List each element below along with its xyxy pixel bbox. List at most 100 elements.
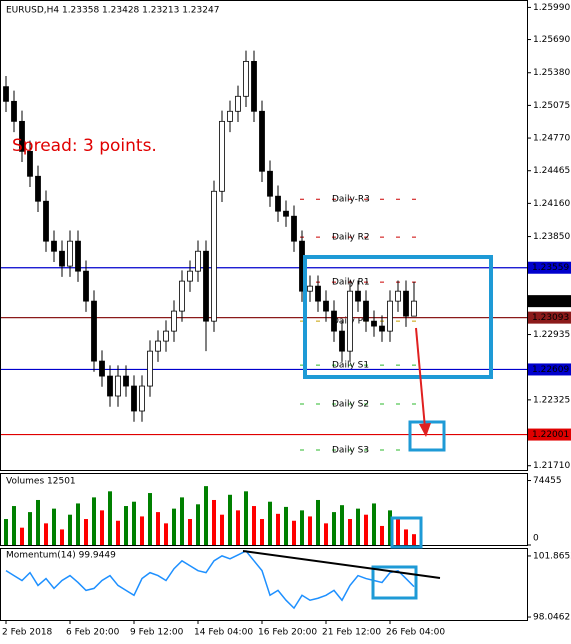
candle-body [3, 86, 9, 102]
x-tick-label: 14 Feb 04:00 [194, 628, 253, 638]
spread-annotation: Spread: 3 points. [12, 136, 157, 156]
candle-body [91, 300, 97, 362]
candle-body [275, 195, 281, 212]
candle-body [283, 210, 289, 217]
candle-body [347, 290, 353, 352]
level-label: 1.23559 [532, 263, 569, 273]
y-tick-label: 1.23850 [533, 232, 570, 242]
candle-body [307, 285, 313, 292]
price-label: 1.23247 [532, 297, 569, 307]
y-tick-label: 1.24160 [533, 199, 570, 209]
candle-body [171, 310, 177, 332]
y-tick-label: 1.25990 [533, 3, 570, 13]
candle-body [227, 110, 233, 122]
level-tag [528, 261, 571, 274]
candle-body [19, 120, 25, 152]
candle-body [99, 360, 105, 377]
x-tick-label: 16 Feb 20:00 [258, 628, 317, 638]
level-label: 1.23093 [532, 313, 569, 323]
target-box [408, 420, 446, 452]
candle-body [163, 330, 169, 342]
momentum-box [371, 565, 418, 600]
candle-body [131, 385, 137, 412]
candle-body [107, 375, 113, 397]
price-pane [0, 0, 528, 471]
candle-body [115, 375, 121, 397]
candle-body [67, 240, 73, 267]
level-tag [528, 428, 571, 441]
candle-body [379, 325, 385, 332]
pivot-label: Daily S3 [332, 445, 369, 455]
y-tick-label: 1.21710 [533, 461, 570, 471]
pivot-label: Daily R2 [332, 233, 370, 243]
candle-body [59, 250, 65, 267]
x-tick-label: 6 Feb 20:00 [66, 628, 120, 638]
arrow-head [419, 423, 431, 437]
level-tag [528, 311, 571, 324]
y-tick-label: 0 [533, 534, 539, 544]
candle-body [35, 175, 41, 202]
candle-body [323, 300, 329, 312]
candle-body [371, 320, 377, 327]
candle-body [203, 250, 209, 322]
candle-body [403, 290, 409, 317]
candle-body [291, 215, 297, 242]
momentum-label: Momentum(14) 99.9449 [6, 551, 116, 561]
y-tick-label: 1.25075 [533, 101, 570, 111]
candle-body [243, 60, 249, 97]
x-tick-label: 26 Feb 04:00 [386, 628, 445, 638]
candle-body [331, 310, 337, 332]
candle-body [155, 340, 161, 352]
volume-label: Volumes 12501 [6, 477, 76, 487]
plot-layer: 1.25990 1.25690 1.25380 1.25075 1.24770 1.244… [1, 3, 571, 638]
candle-body [315, 285, 321, 302]
candle-body [11, 100, 17, 122]
candle-body [43, 200, 49, 242]
pivot-label: Daily R1 [332, 278, 370, 288]
pivot-label: Daily S2 [332, 400, 369, 410]
candle-body [139, 385, 145, 412]
y-tick-label: 98.0462 [533, 613, 570, 623]
candle-body [195, 250, 201, 272]
candle-body [147, 350, 153, 387]
y-tick-label: 74455 [533, 476, 562, 486]
candle-body [83, 270, 89, 302]
candle-body [387, 300, 393, 332]
y-tick-label: 101.8652 [533, 551, 571, 561]
candle-body [211, 190, 217, 322]
candle-body [395, 290, 401, 302]
trend-line [242, 550, 441, 579]
y-tick-label: 1.24465 [533, 166, 570, 176]
price-tag [528, 295, 571, 308]
candle-body [411, 300, 417, 317]
pivot-label: Daily S1 [332, 361, 369, 371]
candle-body [123, 375, 129, 387]
y-tick-label: 1.25690 [533, 35, 570, 45]
y-tick-label: 1.22935 [533, 330, 570, 340]
x-tick-label: 21 Feb 12:00 [322, 628, 381, 638]
candle-body [251, 60, 257, 112]
candle-body [355, 290, 361, 302]
chart-title: EURUSD,H4 1.23358 1.23428 1.23213 1.2324… [6, 6, 219, 16]
highlight-box [303, 255, 493, 379]
arrow [415, 327, 426, 429]
y-tick-label: 1.22325 [533, 395, 570, 405]
y-tick-label: 1.24770 [533, 134, 570, 144]
momentum-line [5, 550, 415, 610]
candle-body [179, 280, 185, 312]
candle-body [259, 110, 265, 172]
y-tick-label: 1.25380 [533, 68, 570, 78]
level-tag [528, 363, 571, 376]
volume-box [390, 516, 423, 549]
candle-body [27, 150, 33, 177]
candle-body [187, 270, 193, 282]
candle-body [219, 120, 225, 192]
candle-body [235, 95, 241, 112]
candle-body [363, 300, 369, 322]
momentum-pane [0, 548, 528, 621]
x-tick-label: 9 Feb 12:00 [130, 628, 184, 638]
candle-body [267, 170, 273, 197]
level-label: 1.22001 [532, 430, 569, 440]
x-tick-label: 2 Feb 2018 [2, 628, 53, 638]
